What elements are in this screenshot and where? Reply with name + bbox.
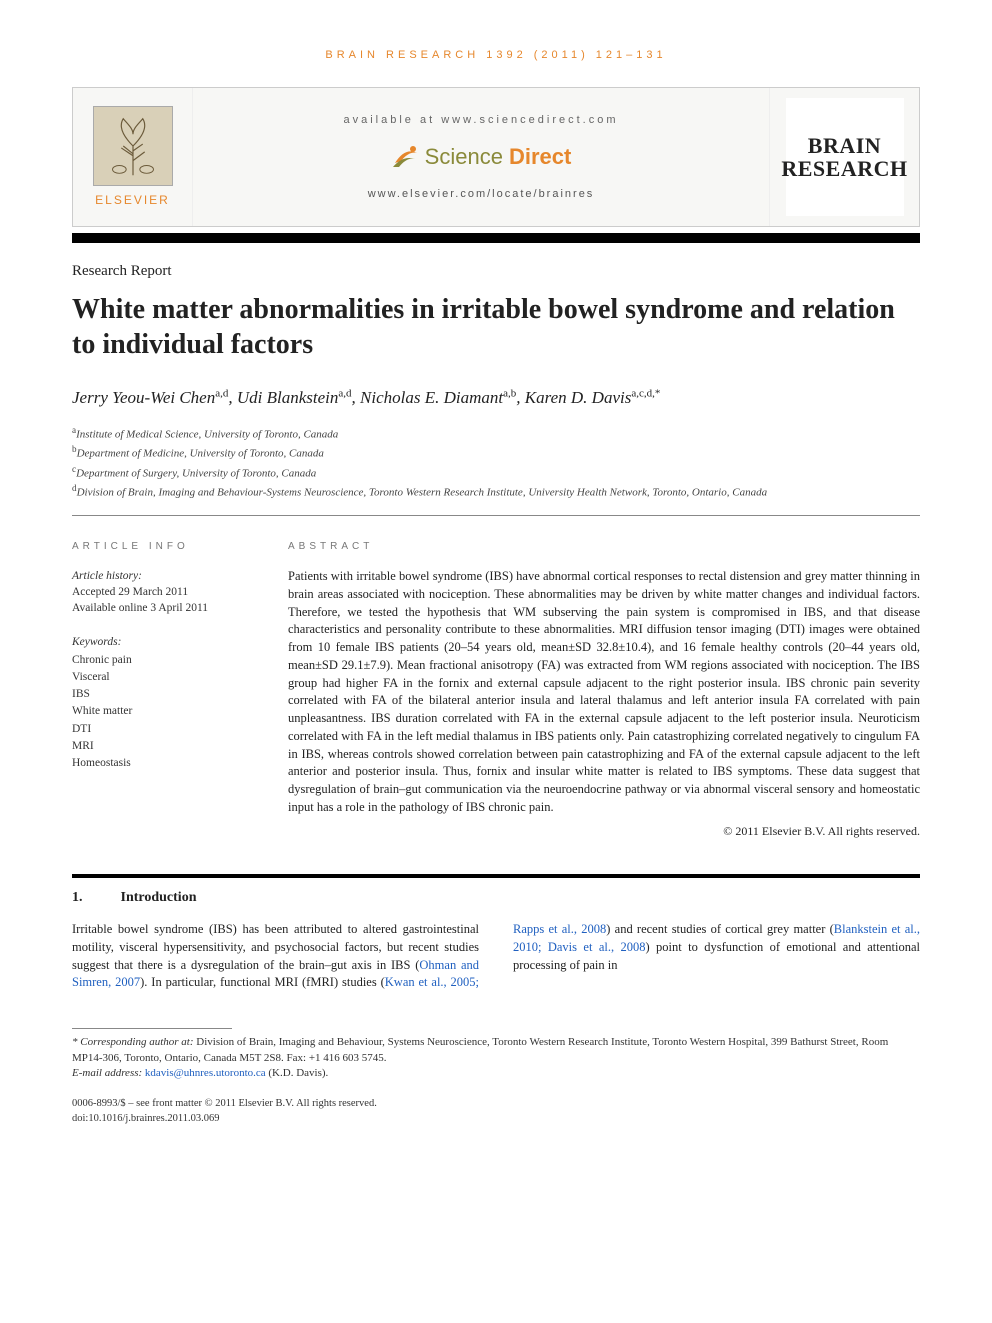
article-type: Research Report (72, 261, 920, 282)
elsevier-tree-icon (93, 106, 173, 186)
email-who: (K.D. Davis). (266, 1067, 329, 1079)
affiliation-line: bDepartment of Medicine, University of T… (72, 443, 920, 462)
section-rule (72, 874, 920, 880)
footer-line-1: 0006-8993/$ – see front matter © 2011 El… (72, 1097, 920, 1112)
keyword: Chronic pain (72, 652, 252, 668)
corresponding-label: * Corresponding author at: (72, 1036, 194, 1048)
journal-cover: BRAIN RESEARCH (786, 98, 904, 216)
sciencedirect-swoosh-icon (391, 143, 419, 171)
abstract-column: ABSTRACT Patients with irritable bowel s… (288, 540, 920, 840)
thick-rule (72, 233, 920, 243)
section-title: Introduction (121, 888, 197, 908)
section-heading: 1. Introduction (72, 888, 920, 908)
footer-line-2: doi:10.1016/j.brainres.2011.03.069 (72, 1112, 920, 1127)
abstract-text: Patients with irritable bowel syndrome (… (288, 568, 920, 817)
article-info-label: ARTICLE INFO (72, 540, 252, 554)
masthead-center: available at www.sciencedirect.com Scien… (193, 113, 769, 203)
article-history-label: Article history: (72, 568, 252, 584)
corresponding-text: Division of Brain, Imaging and Behaviour… (72, 1036, 888, 1063)
accepted-date: Accepted 29 March 2011 (72, 584, 252, 600)
affiliation-line: cDepartment of Surgery, University of To… (72, 463, 920, 482)
keyword: Visceral (72, 669, 252, 685)
available-at: available at www.sciencedirect.com (193, 113, 769, 128)
sd-word-2: Direct (509, 142, 571, 173)
online-date: Available online 3 April 2011 (72, 600, 252, 616)
affiliations: aInstitute of Medical Science, Universit… (72, 424, 920, 516)
keyword: MRI (72, 738, 252, 754)
copyright-line: © 2011 Elsevier B.V. All rights reserved… (288, 823, 920, 840)
article-title: White matter abnormalities in irritable … (72, 292, 920, 362)
keywords-label: Keywords: (72, 634, 252, 650)
keyword: IBS (72, 686, 252, 702)
sd-word-1: Science (425, 142, 503, 173)
footnotes: * Corresponding author at: Division of B… (72, 1035, 920, 1081)
journal-url: www.elsevier.com/locate/brainres (193, 187, 769, 202)
section-number: 1. (72, 888, 83, 908)
body-fragment: ) and recent studies of cortical grey ma… (606, 922, 834, 936)
publisher-block: ELSEVIER (73, 88, 193, 226)
corresponding-author-footnote: * Corresponding author at: Division of B… (72, 1035, 920, 1066)
keyword: White matter (72, 703, 252, 719)
journal-cover-block: BRAIN RESEARCH (769, 88, 919, 226)
email-label: E-mail address: (72, 1067, 145, 1079)
body-fragment: ). In particular, functional MRI (fMRI) … (140, 975, 385, 989)
affiliation-line: dDivision of Brain, Imaging and Behaviou… (72, 482, 920, 501)
article-info-column: ARTICLE INFO Article history: Accepted 2… (72, 540, 252, 840)
citation-bar: BRAIN RESEARCH 1392 (2011) 121–131 (72, 48, 920, 63)
publisher-name: ELSEVIER (95, 192, 170, 209)
keyword: Homeostasis (72, 755, 252, 771)
masthead: ELSEVIER available at www.sciencedirect.… (72, 87, 920, 227)
footer-block: 0006-8993/$ – see front matter © 2011 El… (72, 1097, 920, 1126)
footnote-rule (72, 1028, 232, 1029)
body-text: Irritable bowel syndrome (IBS) has been … (72, 921, 920, 992)
author-list: Jerry Yeou-Wei Chena,d, Udi Blanksteina,… (72, 386, 920, 410)
abstract-label: ABSTRACT (288, 540, 920, 554)
sciencedirect-logo: ScienceDirect (193, 142, 769, 173)
body-fragment: dysregulation of the brain–gut axis in I… (191, 958, 419, 972)
email-footnote: E-mail address: kdavis@uhnres.utoronto.c… (72, 1066, 920, 1081)
journal-cover-line2: RESEARCH (781, 157, 907, 180)
email-link[interactable]: kdavis@uhnres.utoronto.ca (145, 1067, 266, 1079)
affiliation-line: aInstitute of Medical Science, Universit… (72, 424, 920, 443)
journal-cover-line1: BRAIN (808, 134, 881, 157)
keyword: DTI (72, 721, 252, 737)
keywords-list: Chronic painVisceralIBSWhite matter DTIMR… (72, 652, 252, 771)
